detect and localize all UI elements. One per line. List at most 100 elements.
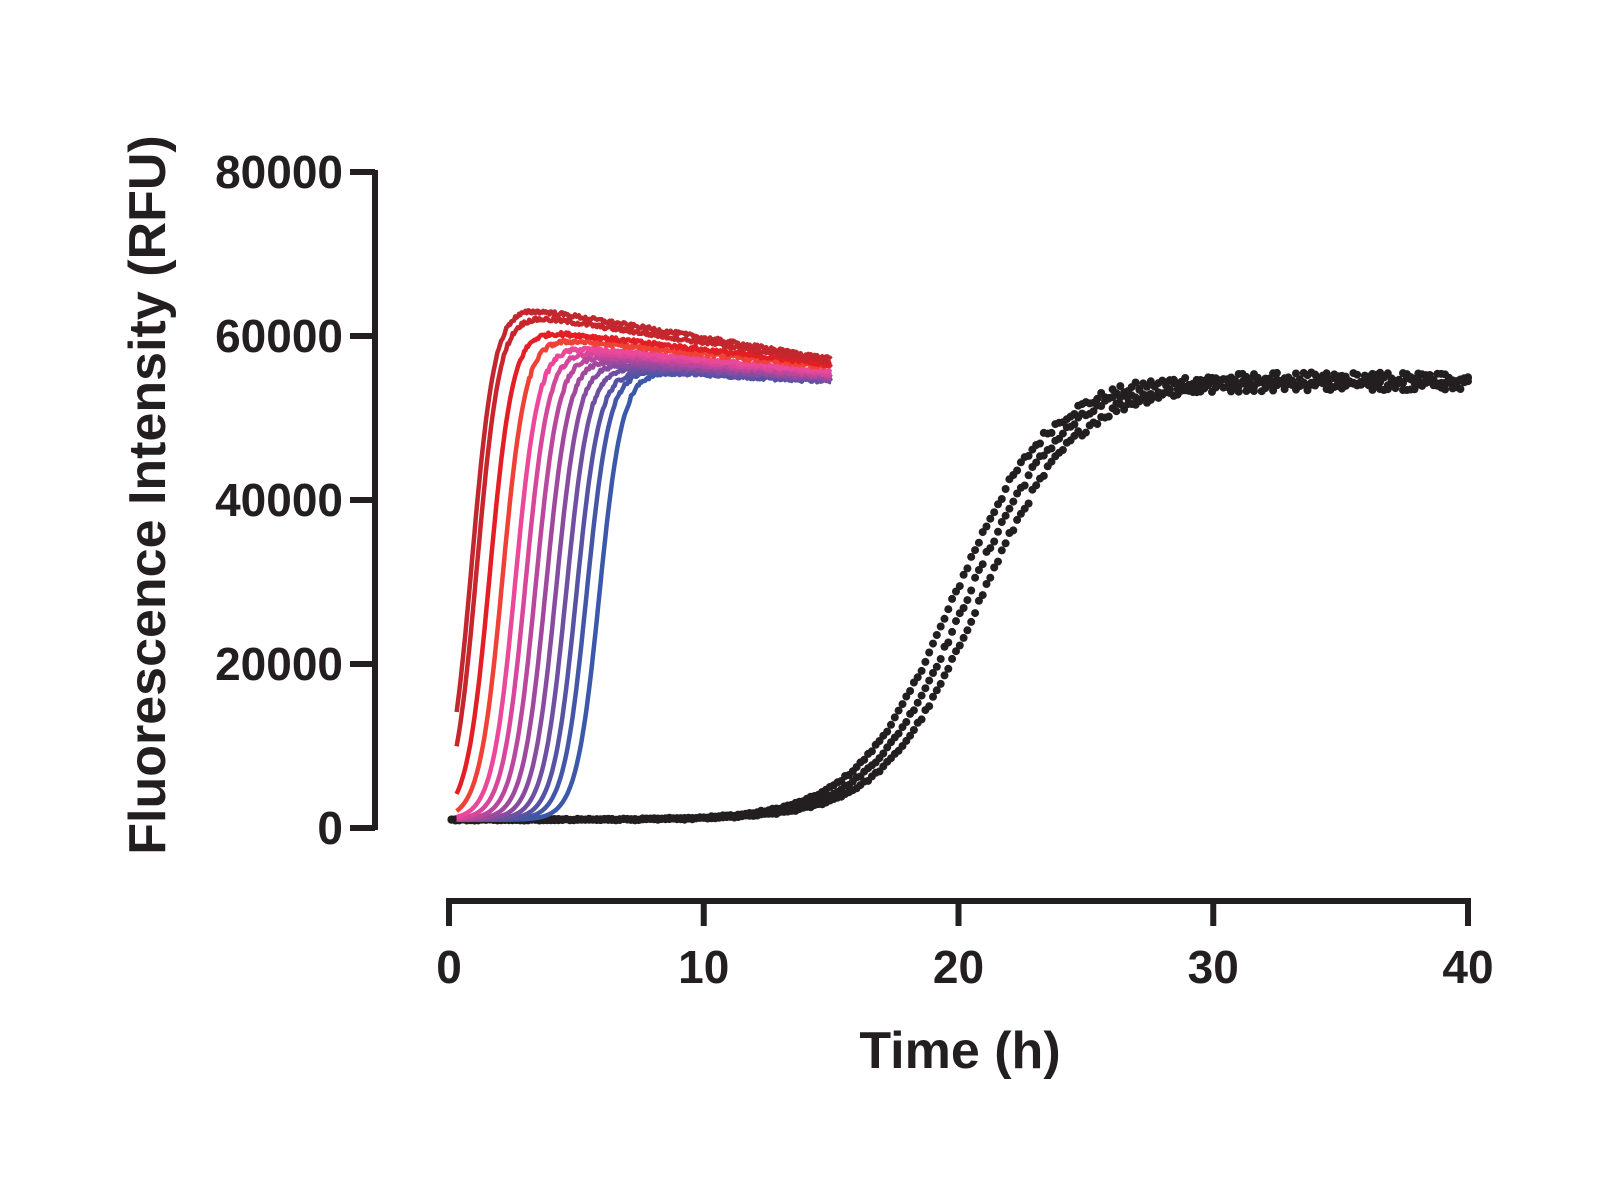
data-point [971, 573, 980, 582]
data-point [990, 563, 999, 572]
data-point [978, 528, 987, 537]
data-point [971, 609, 980, 618]
data-point [1318, 379, 1327, 388]
data-point [925, 702, 934, 711]
x-tick-label: 40 [1442, 941, 1493, 993]
series-curve-4 [455, 337, 833, 813]
data-point [955, 641, 964, 650]
data-point [944, 638, 953, 647]
data-point [944, 664, 953, 673]
data-point [1039, 451, 1048, 460]
y-tick-label: 20000 [215, 638, 343, 690]
data-point [1379, 373, 1388, 382]
y-tick-label: 80000 [215, 146, 343, 198]
data-point [1238, 379, 1247, 387]
plot-marks [447, 308, 1472, 825]
data-point [1047, 444, 1056, 453]
data-point [1093, 394, 1102, 403]
data-point [917, 715, 926, 724]
data-point [909, 706, 918, 715]
data-point [1104, 412, 1113, 421]
data-point [948, 627, 957, 636]
data-point [959, 633, 968, 642]
data-point [1024, 451, 1033, 460]
data-point [1058, 446, 1067, 454]
data-point [898, 700, 907, 709]
data-point [1081, 428, 1090, 437]
data-point [952, 617, 960, 626]
data-point [1047, 428, 1056, 437]
data-point [1204, 381, 1213, 390]
data-point [990, 508, 999, 517]
data-point [1024, 499, 1033, 508]
data-point [909, 726, 918, 734]
data-point [1032, 481, 1041, 490]
data-point [906, 687, 915, 695]
x-tick-label: 30 [1188, 941, 1239, 993]
data-point [894, 706, 903, 715]
data-point [963, 564, 972, 573]
data-point [1353, 370, 1362, 379]
y-tick-label: 40000 [215, 474, 343, 526]
data-point [1005, 504, 1014, 513]
data-point [929, 692, 937, 701]
data-point [1169, 379, 1178, 388]
data-point [986, 514, 995, 523]
series-curve-1 [454, 308, 833, 713]
data-point [932, 631, 941, 639]
data-point [1150, 382, 1159, 391]
data-point [1230, 376, 1239, 385]
data-point [925, 648, 934, 657]
data-point [1024, 471, 1033, 480]
data-point [994, 557, 1002, 566]
data-point [982, 522, 991, 531]
data-point [860, 755, 869, 764]
data-point [1276, 379, 1285, 388]
data-point [932, 662, 941, 671]
data-point [1013, 466, 1022, 475]
data-point [1272, 368, 1281, 377]
data-point [1001, 485, 1010, 493]
data-point [997, 546, 1006, 555]
data-point [959, 570, 968, 579]
data-point [967, 617, 976, 626]
y-tick-label: 60000 [215, 310, 343, 362]
data-point [887, 720, 895, 729]
data-point [1250, 387, 1258, 395]
data-point [1001, 511, 1010, 520]
data-point [921, 684, 930, 693]
x-tick-label: 10 [678, 941, 729, 993]
data-point [1288, 378, 1297, 386]
x-axis-label: Time (h) [859, 1022, 1060, 1080]
y-axis-label: Fluorescence Intensity (RFU) [119, 135, 177, 854]
data-point [948, 654, 957, 663]
data-point [948, 594, 957, 603]
y-ticks: 0 20000 40000 60000 80000 [215, 146, 375, 854]
data-point [1089, 407, 1098, 416]
data-point [906, 731, 915, 740]
series-curve-3 [454, 329, 833, 795]
data-point [974, 566, 983, 574]
data-point [1009, 526, 1018, 535]
data-point [936, 655, 945, 663]
data-point [1058, 429, 1067, 438]
data-point [1456, 385, 1465, 393]
data-point [1234, 387, 1243, 396]
data-point [917, 666, 926, 675]
data-point [1253, 378, 1262, 387]
data-point [997, 518, 1006, 526]
x-ticks: 0 10 20 30 40 [436, 901, 1494, 993]
data-point [1265, 380, 1274, 389]
data-point [978, 560, 987, 569]
data-point [997, 495, 1006, 503]
data-point [967, 586, 976, 595]
x-tick-label: 0 [436, 941, 462, 993]
data-point [1334, 378, 1343, 387]
data-point [982, 580, 991, 588]
series-black-rep-3 [447, 377, 1472, 825]
data-point [944, 605, 953, 614]
data-point [971, 546, 980, 555]
data-point [1395, 379, 1404, 387]
data-point [1112, 407, 1121, 416]
